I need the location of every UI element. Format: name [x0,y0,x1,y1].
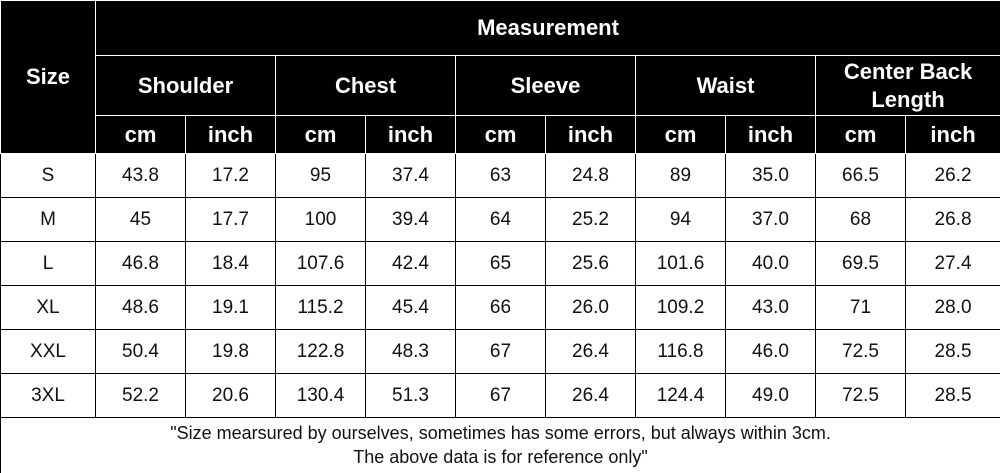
value-cell: 25.2 [545,197,636,242]
data-row: M 45 17.7 100 39.4 64 25.2 94 37.0 68 26.8 [0,197,1000,242]
header-row: Size Measurement [0,0,1000,154]
value-cell: 52.2 [95,373,186,418]
size-cell: L [0,241,96,286]
data-row: XL 48.6 19.1 115.2 45.4 66 26.0 109.2 43.0 71 28.0 [0,285,1000,330]
value-cell: 116.8 [635,329,726,374]
value-cell: 63 [455,153,546,198]
value-cell: 65 [455,241,546,286]
value-cell: 115.2 [275,285,366,330]
unit-header: cm [815,115,906,154]
value-cell: 72.5 [815,329,906,374]
value-cell: 72.5 [815,373,906,418]
unit-header: cm [635,115,726,154]
value-cell: 107.6 [275,241,366,286]
value-cell: 48.3 [365,329,456,374]
value-cell: 67 [455,329,546,374]
size-cell: M [0,197,96,242]
value-cell: 68 [815,197,906,242]
note-line: "Size mearsured by ourselves, sometimes … [170,423,831,444]
unit-header: cm [95,115,186,154]
value-cell: 28.5 [904,329,1000,374]
value-cell: 26.4 [545,373,636,418]
value-cell: 42.4 [365,241,456,286]
value-cell: 89 [635,153,726,198]
group-header: Shoulder [95,55,276,116]
value-cell: 46.8 [95,241,186,286]
value-cell: 27.4 [904,241,1000,286]
value-cell: 19.8 [185,329,276,374]
unit-row: cm inch cm inch cm inch cm inch cm inch [1,115,1000,154]
value-cell: 25.6 [545,241,636,286]
value-cell: 37.0 [725,197,816,242]
value-cell: 122.8 [275,329,366,374]
group-row: Shoulder Chest Sleeve Waist Center Back Leng… [1,55,1000,116]
value-cell: 51.3 [365,373,456,418]
value-cell: 94 [635,197,726,242]
value-cell: 43.8 [95,153,186,198]
value-cell: 26.2 [904,153,1000,198]
value-cell: 49.0 [725,373,816,418]
size-cell: 3XL [0,373,96,418]
unit-header: inch [185,115,276,154]
value-cell: 26.0 [545,285,636,330]
value-cell: 18.4 [185,241,276,286]
data-row: XXL 50.4 19.8 122.8 48.3 67 26.4 116.8 46.0 72.5 2… [0,329,1000,374]
value-cell: 19.1 [185,285,276,330]
value-cell: 100 [275,197,366,242]
value-cell: 45.4 [365,285,456,330]
value-cell: 66 [455,285,546,330]
value-cell: 45 [95,197,186,242]
unit-header: cm [275,115,366,154]
value-cell: 17.7 [185,197,276,242]
data-row: S 43.8 17.2 95 37.4 63 24.8 89 35.0 66.5 26.2 [0,153,1000,198]
note: "Size mearsured by ourselves, sometimes … [0,417,1000,473]
value-cell: 64 [455,197,546,242]
value-cell: 69.5 [815,241,906,286]
value-cell: 50.4 [95,329,186,374]
value-cell: 67 [455,373,546,418]
value-cell: 24.8 [545,153,636,198]
value-cell: 101.6 [635,241,726,286]
value-cell: 71 [815,285,906,330]
value-cell: 35.0 [725,153,816,198]
value-cell: 124.4 [635,373,726,418]
value-cell: 39.4 [365,197,456,242]
unit-header: inch [365,115,456,154]
value-cell: 28.5 [904,373,1000,418]
value-cell: 20.6 [185,373,276,418]
size-cell: S [0,153,96,198]
value-cell: 130.4 [275,373,366,418]
unit-header: cm [455,115,546,154]
value-cell: 40.0 [725,241,816,286]
value-cell: 109.2 [635,285,726,330]
value-cell: 95 [275,153,366,198]
unit-header: inch [545,115,636,154]
value-cell: 26.8 [904,197,1000,242]
value-cell: 26.4 [545,329,636,374]
value-cell: 46.0 [725,329,816,374]
value-cell: 48.6 [95,285,186,330]
size-cell: XXL [0,329,96,374]
value-cell: 37.4 [365,153,456,198]
value-cell: 66.5 [815,153,906,198]
group-header: Sleeve [455,55,636,116]
group-header: Chest [275,55,456,116]
group-header: Waist [635,55,816,116]
data-row: L 46.8 18.4 107.6 42.4 65 25.6 101.6 40.0 69.5 27.… [0,241,1000,286]
data-row: 3XL 52.2 20.6 130.4 51.3 67 26.4 124.4 49.0 72.5 2… [0,373,1000,418]
value-cell: 17.2 [185,153,276,198]
group-header: Center Back Length [814,55,1000,116]
value-cell: 43.0 [725,285,816,330]
note-line: The above data is for reference only" [353,446,648,467]
note-row: "Size mearsured by ourselves, sometimes … [0,417,1000,473]
unit-header: inch [904,115,1000,154]
size-cell: XL [0,285,96,330]
measurement-header: Measurement [94,0,1000,56]
size-header: Size [0,0,96,154]
unit-header: inch [725,115,816,154]
value-cell: 28.0 [904,285,1000,330]
